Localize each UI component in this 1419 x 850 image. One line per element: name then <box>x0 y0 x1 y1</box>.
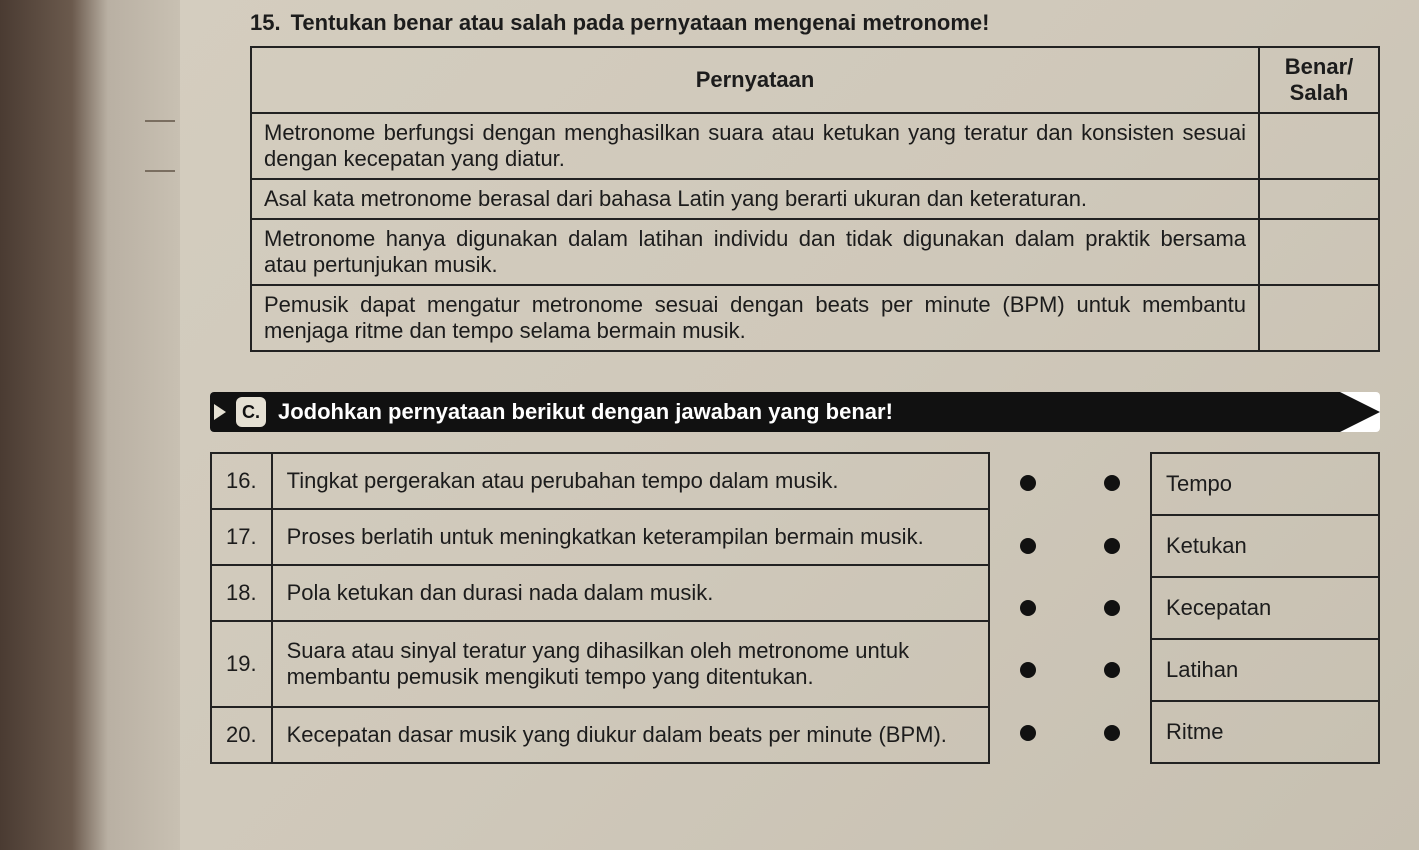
answer-option: Latihan <box>1151 639 1379 701</box>
true-false-table: Pernyataan Benar/ Salah Metronome berfun… <box>250 46 1380 352</box>
table-row: 19. Suara atau sinyal teratur yang dihas… <box>211 621 989 707</box>
section-c-bar: C. Jodohkan pernyataan berikut dengan ja… <box>210 392 1380 432</box>
answer-cell[interactable] <box>1259 219 1379 285</box>
statement-cell: Metronome hanya digunakan dalam latihan … <box>251 219 1259 285</box>
answer-option: Ritme <box>1151 701 1379 763</box>
match-answers-table: Tempo Ketukan Kecepatan Latihan Ritme <box>1150 452 1380 764</box>
match-gap <box>1066 452 1074 764</box>
table-row: Latihan <box>1151 639 1379 701</box>
match-dot[interactable] <box>1020 475 1036 491</box>
section-title: Jodohkan pernyataan berikut dengan jawab… <box>278 399 893 425</box>
answer-option: Kecepatan <box>1151 577 1379 639</box>
section-bar-dark: C. Jodohkan pernyataan berikut dengan ja… <box>210 392 1340 432</box>
statement-cell: Metronome berfungsi dengan menghasilkan … <box>251 113 1259 179</box>
play-icon <box>214 404 226 420</box>
arrow-tip-icon <box>1340 392 1380 432</box>
item-number: 18. <box>211 565 272 621</box>
matching-exercise: 16. Tingkat pergerakan atau perubahan te… <box>210 452 1380 764</box>
table-row: Asal kata metronome berasal dari bahasa … <box>251 179 1379 219</box>
notebook-margin <box>0 0 180 850</box>
table-row: 17. Proses berlatih untuk meningkatkan k… <box>211 509 989 565</box>
table-row: 20. Kecepatan dasar musik yang diukur da… <box>211 707 989 763</box>
statement-cell: Pemusik dapat mengatur metronome sesuai … <box>251 285 1259 351</box>
table-row: Ketukan <box>1151 515 1379 577</box>
answer-option: Tempo <box>1151 453 1379 515</box>
match-dot[interactable] <box>1104 475 1120 491</box>
item-text: Kecepatan dasar musik yang diukur dalam … <box>272 707 989 763</box>
table-row: Kecepatan <box>1151 577 1379 639</box>
answer-cell[interactable] <box>1259 179 1379 219</box>
col-header-answer: Benar/ Salah <box>1259 47 1379 113</box>
table-row: 16. Tingkat pergerakan atau perubahan te… <box>211 453 989 509</box>
section-badge: C. <box>236 397 266 427</box>
margin-rule <box>145 120 175 122</box>
item-text: Proses berlatih untuk meningkatkan keter… <box>272 509 989 565</box>
left-dot-column <box>1008 452 1048 764</box>
margin-rule <box>145 170 175 172</box>
answer-cell[interactable] <box>1259 113 1379 179</box>
table-row: 18. Pola ketukan dan durasi nada dalam m… <box>211 565 989 621</box>
right-dot-column <box>1092 452 1132 764</box>
table-row: Ritme <box>1151 701 1379 763</box>
col-header-statement: Pernyataan <box>251 47 1259 113</box>
item-number: 16. <box>211 453 272 509</box>
match-dot[interactable] <box>1104 725 1120 741</box>
match-dot[interactable] <box>1020 662 1036 678</box>
table-row: Metronome berfungsi dengan menghasilkan … <box>251 113 1379 179</box>
match-dot[interactable] <box>1104 662 1120 678</box>
question-prompt: Tentukan benar atau salah pada pernyataa… <box>291 10 990 36</box>
answer-option: Ketukan <box>1151 515 1379 577</box>
item-number: 20. <box>211 707 272 763</box>
match-dot[interactable] <box>1020 600 1036 616</box>
item-text: Suara atau sinyal teratur yang dihasilka… <box>272 621 989 707</box>
item-number: 19. <box>211 621 272 707</box>
item-number: 17. <box>211 509 272 565</box>
answer-cell[interactable] <box>1259 285 1379 351</box>
match-dot[interactable] <box>1104 538 1120 554</box>
worksheet-page: 15. Tentukan benar atau salah pada perny… <box>180 0 1419 850</box>
match-dot[interactable] <box>1020 725 1036 741</box>
question-number: 15. <box>250 10 281 36</box>
match-dot[interactable] <box>1020 538 1036 554</box>
table-row: Pemusik dapat mengatur metronome sesuai … <box>251 285 1379 351</box>
table-row: Metronome hanya digunakan dalam latihan … <box>251 219 1379 285</box>
match-dot[interactable] <box>1104 600 1120 616</box>
match-statements-table: 16. Tingkat pergerakan atau perubahan te… <box>210 452 990 764</box>
question-15-heading: 15. Tentukan benar atau salah pada perny… <box>210 10 1389 36</box>
item-text: Pola ketukan dan durasi nada dalam musik… <box>272 565 989 621</box>
statement-cell: Asal kata metronome berasal dari bahasa … <box>251 179 1259 219</box>
table-row: Tempo <box>1151 453 1379 515</box>
item-text: Tingkat pergerakan atau perubahan tempo … <box>272 453 989 509</box>
